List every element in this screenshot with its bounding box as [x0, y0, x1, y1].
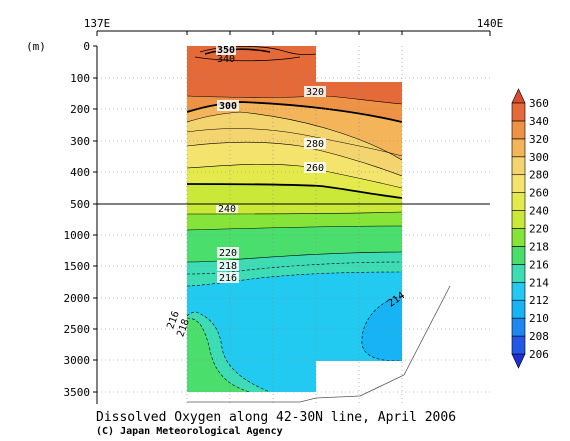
colorbar-label: 220: [529, 223, 549, 236]
colorbar-segment: [511, 228, 526, 247]
band-deep-teal: [187, 312, 270, 392]
colorbar-label: 360: [529, 97, 549, 110]
band-216: [187, 262, 402, 286]
band-220: [187, 226, 402, 262]
bottom-topography-line: [187, 285, 451, 403]
colorbar-low-arrow: [511, 353, 526, 369]
colorbar-segment: [511, 299, 526, 319]
y-tick-marks: [93, 45, 97, 393]
colorbar-segment: [511, 281, 526, 301]
y-tick-label: 500: [70, 198, 90, 211]
colorbar-segment: [511, 156, 526, 176]
colorbar-segment: [511, 317, 526, 337]
y-tick-label: 3000: [64, 354, 91, 367]
colorbar-segment: [511, 138, 526, 158]
y-tick-label: 3500: [64, 386, 91, 399]
y-tick-label: 1500: [64, 260, 91, 273]
contour-label: 300: [219, 101, 237, 112]
band-240: [187, 204, 402, 214]
contour-label: 220: [219, 248, 237, 259]
band-320: [187, 95, 402, 122]
y-tick-label: 1000: [64, 229, 91, 242]
colorbar-label: 300: [529, 151, 549, 164]
axes: [96, 30, 491, 404]
band-290: [187, 112, 402, 176]
x-tick-label-137e: 137E: [84, 17, 111, 30]
colorbar: 206 208 210 212 214 216 218 220 240 260 280 300 320 3…: [511, 88, 549, 369]
colorbar-label: 212: [529, 294, 549, 307]
colorbar-label: 208: [529, 330, 549, 343]
colorbar-label: 218: [529, 240, 549, 253]
colorbar-segment: [511, 174, 526, 193]
colorbar-segment: [511, 210, 526, 229]
band-280: [187, 142, 402, 188]
y-tick-label: 300: [70, 135, 90, 148]
band-250: [187, 184, 402, 204]
band-310: [187, 102, 402, 160]
y-tick-label: 400: [70, 166, 90, 179]
colorbar-segment: [511, 264, 526, 283]
grid-lines: [97, 46, 490, 404]
colorbar-segment: [511, 102, 526, 122]
credit-text: (C) Japan Meteorological Agency: [96, 426, 283, 437]
colorbar-segment: [511, 120, 526, 140]
chart-title: Dissolved Oxygen along 42-30N line, Apri…: [96, 410, 457, 425]
x-tick-label-140e: 140E: [477, 17, 504, 30]
colorbar-label: 214: [529, 276, 549, 289]
colorbar-label: 240: [529, 205, 549, 218]
contour-label: 240: [218, 204, 236, 215]
contour-label: 350: [217, 45, 235, 56]
contour-label: 280: [306, 139, 324, 150]
contour-label: 320: [306, 87, 324, 98]
y-tick-label: 100: [70, 72, 90, 85]
colorbar-label: 320: [529, 133, 549, 146]
y-tick-label: 2000: [64, 292, 91, 305]
y-axis-unit-label: (m): [26, 40, 46, 53]
colorbar-label: 260: [529, 187, 549, 200]
colorbar-label: 340: [529, 115, 549, 128]
colorbar-high-arrow: [511, 88, 526, 104]
y-tick-label: 2500: [64, 323, 91, 336]
contour-label: 218: [219, 261, 237, 272]
band-218: [187, 252, 402, 274]
contour-label: 216: [219, 273, 237, 284]
band-214: [361, 296, 402, 361]
lower-region-fill: [187, 204, 402, 392]
colorbar-segment: [511, 335, 526, 355]
colorbar-label: 280: [529, 169, 549, 182]
contour-labels: 350 340 320 300 280 260 240 220 218 216 …: [165, 44, 407, 339]
upper-region-fill: [187, 46, 402, 204]
contour-label: 260: [306, 163, 324, 174]
colorbar-segment: [511, 246, 526, 265]
colorbar-label: 210: [529, 312, 549, 325]
y-tick-label: 200: [70, 103, 90, 116]
colorbar-label: 216: [529, 258, 549, 271]
colorbar-label: 206: [529, 348, 549, 361]
band-230: [187, 212, 402, 230]
band-deep-green: [187, 318, 250, 392]
colorbar-segment: [511, 192, 526, 211]
lower-contours: [187, 211, 402, 392]
contour-label: 340: [217, 54, 235, 65]
y-tick-label: 0: [83, 40, 90, 53]
